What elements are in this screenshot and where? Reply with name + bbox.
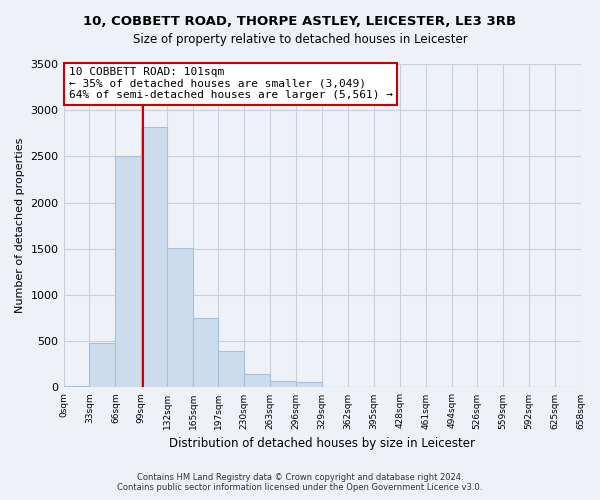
Text: Size of property relative to detached houses in Leicester: Size of property relative to detached ho… — [133, 32, 467, 46]
Bar — [244, 374, 270, 388]
X-axis label: Distribution of detached houses by size in Leicester: Distribution of detached houses by size … — [169, 437, 475, 450]
Bar — [167, 248, 193, 388]
Y-axis label: Number of detached properties: Number of detached properties — [15, 138, 25, 314]
Bar — [89, 343, 115, 388]
Bar — [296, 382, 322, 388]
Bar — [218, 351, 244, 388]
Text: 10, COBBETT ROAD, THORPE ASTLEY, LEICESTER, LE3 3RB: 10, COBBETT ROAD, THORPE ASTLEY, LEICEST… — [83, 15, 517, 28]
Text: 10 COBBETT ROAD: 101sqm
← 35% of detached houses are smaller (3,049)
64% of semi: 10 COBBETT ROAD: 101sqm ← 35% of detache… — [69, 67, 393, 100]
Bar — [193, 318, 218, 388]
Bar — [270, 381, 296, 388]
Bar — [142, 127, 167, 388]
Bar — [322, 386, 348, 388]
Text: Contains HM Land Registry data © Crown copyright and database right 2024.
Contai: Contains HM Land Registry data © Crown c… — [118, 473, 482, 492]
Bar — [64, 386, 89, 388]
Bar — [115, 156, 142, 388]
